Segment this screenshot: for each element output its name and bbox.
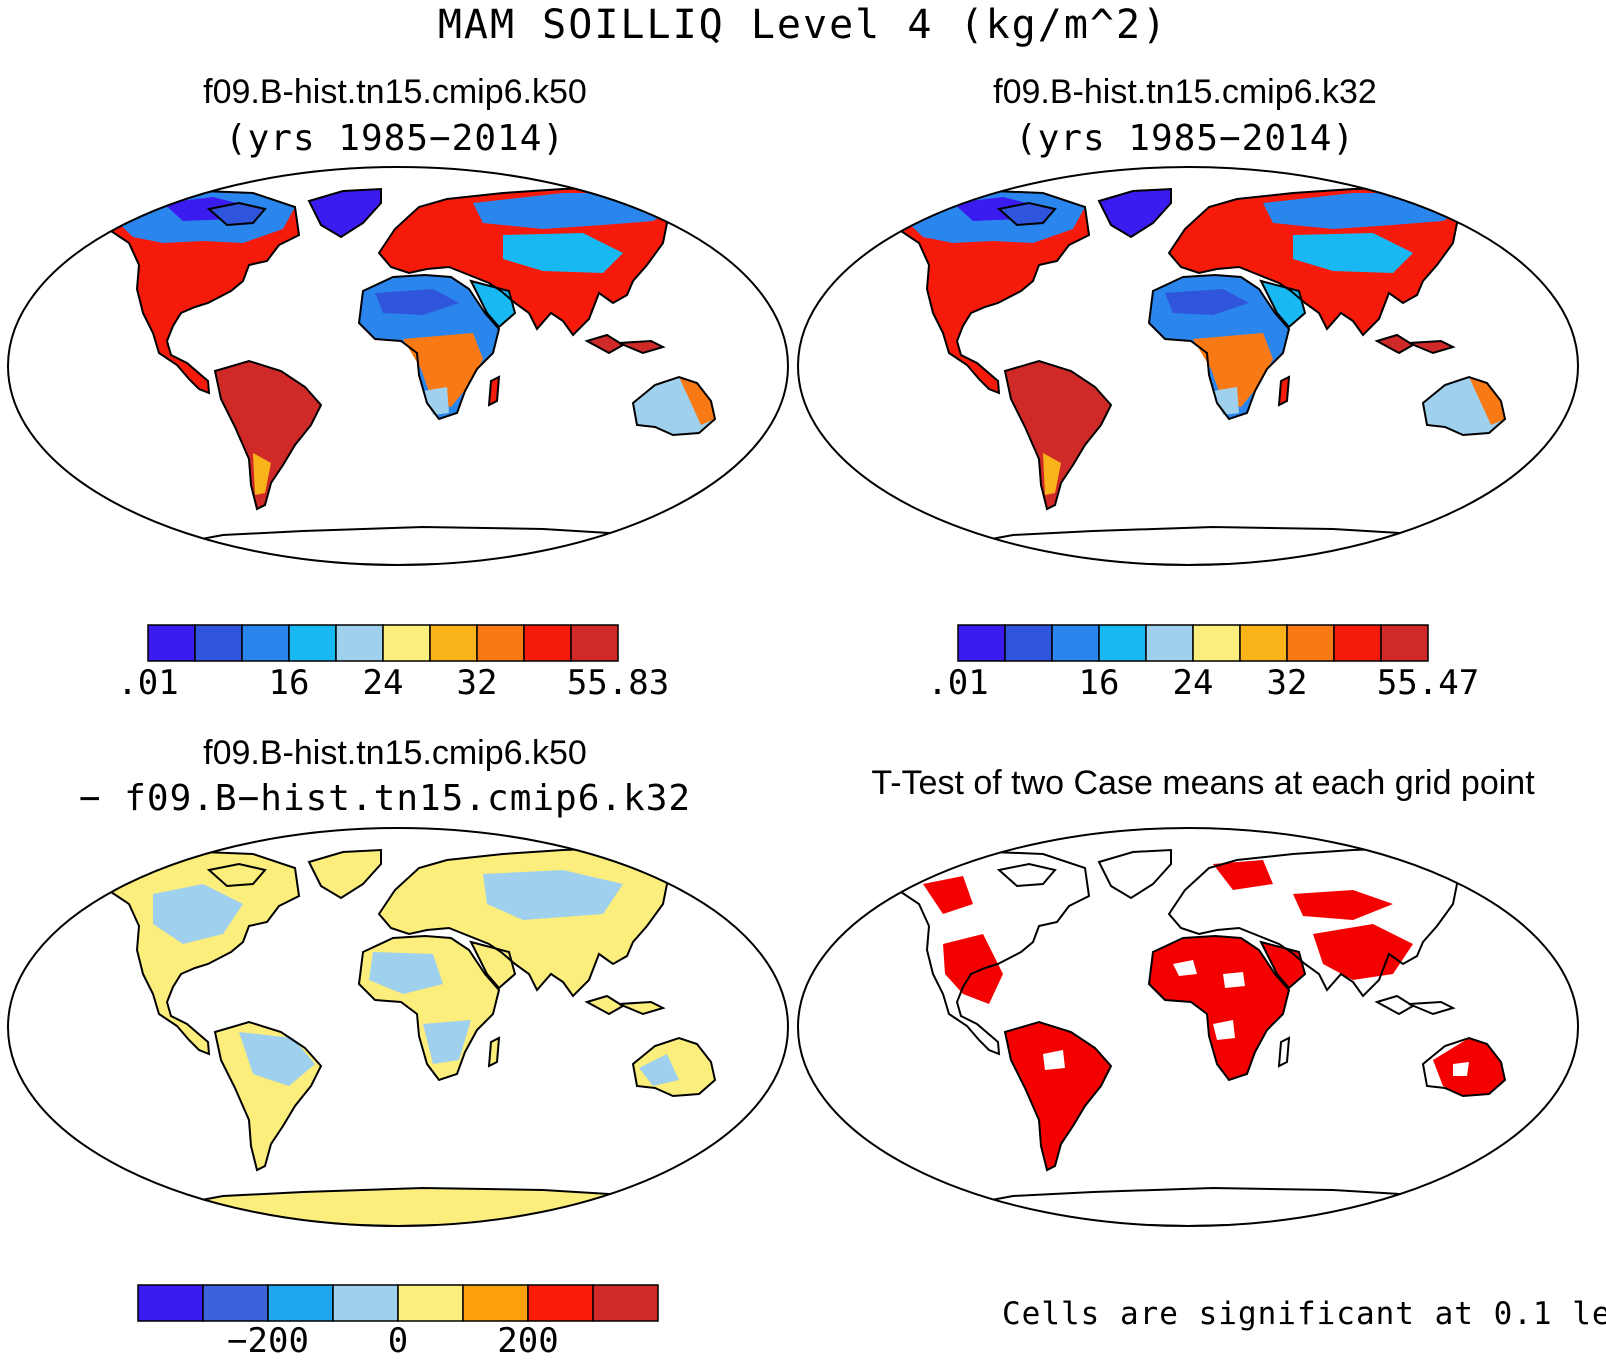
map-bottom-left-difference	[7, 827, 789, 1227]
top_right-swatch-6	[1239, 624, 1288, 662]
top_right-swatch-8	[1333, 624, 1382, 662]
top_left-tick-label: 55.83	[566, 663, 670, 703]
top_right-swatch-1	[1004, 624, 1053, 662]
top_left-tick-label: 32	[456, 663, 498, 703]
top_left-swatch-5	[382, 624, 431, 662]
significance-note: Cells are significant at 0.1 level	[1002, 1296, 1606, 1332]
bottom_left-tick-label: 0	[387, 1321, 409, 1361]
bottom_left-swatch-4	[397, 1284, 464, 1322]
map-top-right	[797, 166, 1579, 566]
top_right-tick-label: 16	[1078, 663, 1120, 703]
colorbar-bottom-left	[137, 1284, 659, 1322]
top_right-tick-label: 24	[1172, 663, 1214, 703]
top_left-swatch-4	[335, 624, 384, 662]
top_left-swatch-3	[288, 624, 337, 662]
top_right-swatch-4	[1145, 624, 1194, 662]
top_left-swatch-8	[523, 624, 572, 662]
colorbar-top-left	[147, 624, 619, 662]
panel-tr-years: (yrs 1985−2014)	[1014, 118, 1356, 159]
panel-tl-case: f09.B-hist.tn15.cmip6.k50	[203, 73, 587, 111]
top_right-swatch-9	[1380, 624, 1429, 662]
map-bottom-right-ttest	[797, 827, 1579, 1227]
top_left-tick-label: 16	[268, 663, 310, 703]
top_right-swatch-7	[1286, 624, 1335, 662]
colorbar-top-right	[957, 624, 1429, 662]
bottom_left-tick-label: 200	[497, 1321, 559, 1361]
top_right-swatch-0	[957, 624, 1006, 662]
top_left-swatch-2	[241, 624, 290, 662]
top_left-swatch-9	[570, 624, 619, 662]
panel-tr-case: f09.B-hist.tn15.cmip6.k32	[993, 73, 1377, 111]
top_right-tick-label: 32	[1266, 663, 1308, 703]
top_left-swatch-0	[147, 624, 196, 662]
map-top-left	[7, 166, 789, 566]
bottom_left-swatch-2	[267, 1284, 334, 1322]
panel-bl-line1: f09.B-hist.tn15.cmip6.k50	[203, 734, 587, 772]
bottom_left-swatch-7	[592, 1284, 659, 1322]
bottom_left-swatch-3	[332, 1284, 399, 1322]
panel-bl-line2: − f09.B−hist.tn15.cmip6.k32	[78, 778, 692, 819]
colorbar-bottom-left-labels: −200 0 200	[138, 1321, 658, 1361]
top_right-swatch-5	[1192, 624, 1241, 662]
bottom_left-swatch-1	[202, 1284, 269, 1322]
top_right-swatch-2	[1051, 624, 1100, 662]
bottom_left-swatch-5	[462, 1284, 529, 1322]
colorbar-top-right-labels: .01 16 24 32 55.47	[927, 663, 1479, 707]
top_right-swatch-3	[1098, 624, 1147, 662]
top_left-tick-label: 24	[362, 663, 404, 703]
bottom_left-swatch-6	[527, 1284, 594, 1322]
colorbar-top-left-labels: .01 16 24 32 55.83	[117, 663, 669, 707]
top_right-tick-label: .01	[927, 663, 989, 703]
bottom_left-tick-label: −200	[227, 1321, 309, 1361]
figure-title: MAM SOILLIQ Level 4 (kg/m^2)	[437, 2, 1169, 48]
panel-br-title: T-Test of two Case means at each grid po…	[871, 764, 1535, 802]
top_right-tick-label: 55.47	[1376, 663, 1480, 703]
top_left-swatch-7	[476, 624, 525, 662]
bottom_left-swatch-0	[137, 1284, 204, 1322]
top_left-swatch-1	[194, 624, 243, 662]
panel-tl-years: (yrs 1985−2014)	[224, 118, 566, 159]
top_left-swatch-6	[429, 624, 478, 662]
top_left-tick-label: .01	[117, 663, 179, 703]
